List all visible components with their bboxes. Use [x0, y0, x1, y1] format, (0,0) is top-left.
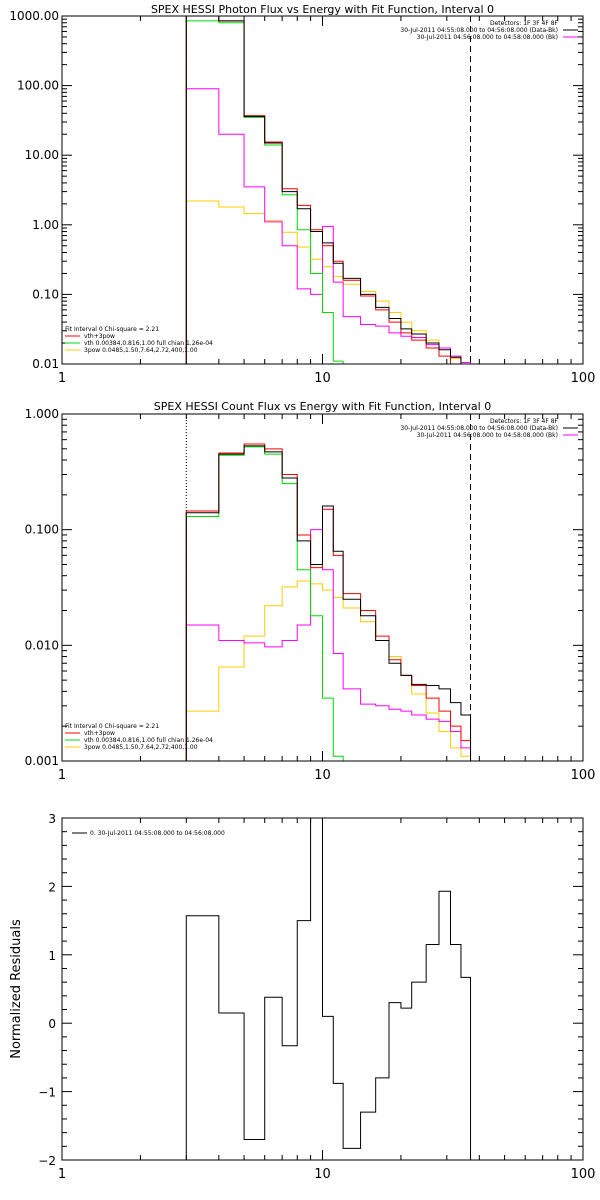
- y-tick-label: 0.10: [32, 287, 59, 301]
- x-tick-label: 10: [314, 768, 331, 783]
- series-line-vth: [185, 446, 344, 761]
- x-tick-label: 1: [58, 1167, 66, 1182]
- x-tick-label: 10: [314, 371, 331, 386]
- x-tick-label: 1: [58, 371, 66, 386]
- chart-title: SPEX HESSI Photon Flux vs Energy with Fi…: [151, 3, 494, 16]
- info-line: vth 0.00384,0.816,1.00 full chian 1.26e-…: [84, 340, 213, 347]
- y-tick-label: 1000.00: [9, 9, 59, 23]
- plot-frame: [61, 817, 584, 1161]
- y-axis: −2 −1 0 1 2 3: [38, 812, 583, 1168]
- photon-flux-panel: SPEX HESSI Photon Flux vs Energy with Fi…: [9, 3, 595, 386]
- plot-frame: [61, 413, 584, 762]
- series-line-data-bk: [185, 16, 472, 364]
- info-line: 30-Jul-2011 04:56:08.000 to 04:58:08.000…: [417, 432, 558, 439]
- y-tick-label: 3: [48, 812, 56, 826]
- series-line-bk: [185, 529, 472, 761]
- info-line: 3pow 0.0485,1.50,7.64,2.72,400,1.00: [84, 347, 198, 354]
- x-axis: 1 10 100: [58, 414, 596, 783]
- y-tick-label: 0.010: [25, 638, 59, 652]
- y-tick-label: 0.100: [25, 523, 59, 537]
- x-tick-label: 1: [58, 768, 66, 783]
- y-tick-label: 1: [48, 949, 56, 963]
- series-line-vth: [185, 20, 344, 364]
- info-line: vth 0.00384,0.816,1.00 full chian 1.26e-…: [84, 737, 213, 744]
- y-tick-label: −2: [38, 1154, 56, 1168]
- x-tick-label: 10: [314, 1167, 331, 1182]
- y-axis-label: Normalized Residuals: [9, 919, 24, 1059]
- y-tick-label: 0.01: [32, 357, 59, 371]
- info-line: Detectors: 1F 3F 4F 8F: [490, 418, 559, 425]
- y-tick-label: 10.00: [25, 148, 59, 162]
- y-axis: 0.01 0.10 1.00 10.00 100.00 1000.00: [9, 9, 583, 371]
- series-group: [185, 818, 472, 1160]
- series-line-data-bk: [185, 445, 472, 761]
- y-tick-label: 0: [48, 1017, 56, 1031]
- series-line-bk: [185, 88, 472, 364]
- y-tick-label: 1.000: [25, 407, 59, 421]
- y-tick-label: 100.00: [17, 79, 59, 93]
- plot-frame: [61, 15, 584, 365]
- info-line: vth+3pow: [84, 730, 115, 737]
- info-line: Fit Interval 0 Chi-square = 2.21: [65, 326, 159, 333]
- info-line: Fit Interval 0 Chi-square = 2.21: [65, 723, 159, 730]
- chart-title: SPEX HESSI Count Flux vs Energy with Fit…: [154, 400, 491, 413]
- info-line: Detectors: 1F 3F 4F 8F: [490, 20, 559, 27]
- info-line: vth+3pow: [84, 333, 115, 340]
- series-group: [185, 443, 480, 761]
- legend-label: 0. 30-Jul-2011 04:55:08.000 to 04:56:08.…: [90, 830, 225, 837]
- series-group: [185, 16, 472, 364]
- x-tick-label: 100: [571, 1167, 596, 1182]
- y-axis: 0.001 0.010 0.100 1.000: [25, 407, 583, 768]
- x-tick-label: 100: [571, 371, 596, 386]
- y-tick-label: −1: [38, 1086, 56, 1100]
- residuals-panel: 1 10 100 −2 −1 0 1 2 3 Normalized Residuals 0. 30-…: [9, 812, 595, 1182]
- info-line: 30-Jul-2011 04:56:08.000 to 04:58:08.000…: [417, 34, 558, 41]
- series-line-vth-3pow: [185, 16, 472, 364]
- info-line: 30-Jul-2011 04:55:08.000 to 04:56:08.000…: [400, 27, 558, 34]
- y-tick-label: 0.001: [25, 754, 59, 768]
- count-flux-panel: SPEX HESSI Count Flux vs Energy with Fit…: [25, 400, 596, 783]
- series-line-residuals: [185, 818, 472, 1160]
- x-axis: 1 10 100: [58, 818, 596, 1182]
- x-tick-label: 100: [571, 768, 596, 783]
- y-tick-label: 1.00: [32, 218, 59, 232]
- info-line: 3pow 0.0485,1.50,7.64,2.72,400,1.00: [84, 744, 198, 751]
- info-line: 30-Jul-2011 04:55:08.000 to 04:56:08.000…: [400, 425, 558, 432]
- y-tick-label: 2: [48, 880, 56, 894]
